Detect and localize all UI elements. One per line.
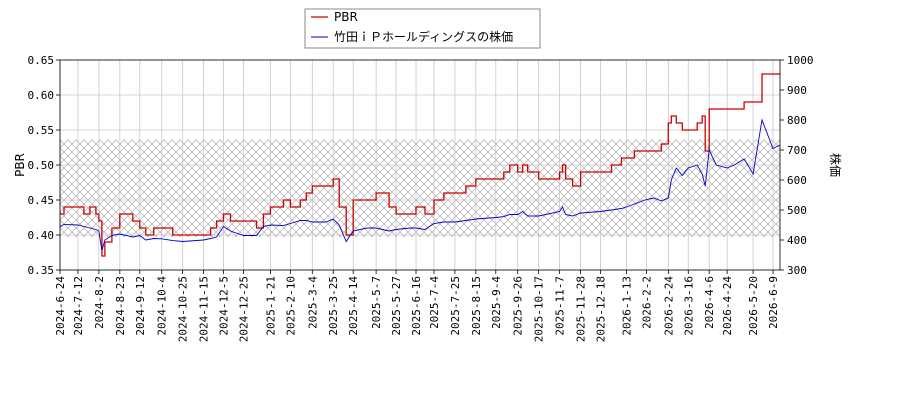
- y-axis-left-title: PBR: [13, 153, 27, 177]
- y-axis-left: 0.35 0.40 0.45 0.50 0.55 0.60 0.65: [28, 54, 60, 277]
- x-tick-label: 2025-6-16: [410, 276, 423, 336]
- x-tick-label: 2025-3-4: [306, 276, 319, 329]
- x-tick-label: 2026-3-16: [682, 276, 695, 336]
- legend-box: [304, 8, 541, 49]
- y-left-tick-label: 0.45: [28, 194, 55, 207]
- x-tick-label: 2025-2-10: [284, 276, 297, 336]
- legend: PBR 竹田ｉＰホールディングスの株価: [304, 8, 541, 49]
- x-tick-label: 2026-6-9: [767, 276, 780, 329]
- y-right-tick-label: 900: [787, 84, 807, 97]
- y-left-tick-label: 0.55: [28, 124, 55, 137]
- x-tick-label: 2024-6-24: [54, 276, 67, 336]
- x-axis: 2024-6-24 2024-7-12 2024-8-2 2024-8-23 2024-…: [54, 270, 780, 342]
- x-tick-label: 2025-7-4: [428, 276, 441, 329]
- x-tick-label: 2025-3-25: [327, 276, 340, 336]
- y-right-tick-label: 300: [787, 264, 807, 277]
- y-axis-right-title: 株価: [828, 153, 843, 177]
- y-right-tick-label: 800: [787, 114, 807, 127]
- y-right-tick-label: 1000: [787, 54, 814, 67]
- y-left-tick-label: 0.60: [28, 89, 55, 102]
- x-tick-label: 2025-5-27: [390, 276, 403, 336]
- x-tick-label: 2026-2-2: [640, 276, 653, 329]
- x-tick-label: 2025-4-14: [347, 276, 360, 336]
- x-tick-label: 2024-11-15: [198, 276, 211, 342]
- x-tick-label: 2024-9-12: [134, 276, 147, 336]
- pbr-series-line: [60, 73, 780, 257]
- x-tick-label: 2024-12-5: [218, 276, 231, 336]
- x-tick-label: 2024-12-25: [237, 276, 250, 342]
- y-right-tick-label: 700: [787, 144, 807, 157]
- x-tick-label: 2026-2-24: [662, 276, 675, 336]
- x-tick-label: 2025-12-18: [594, 276, 607, 342]
- x-tick-label: 2024-7-12: [72, 276, 85, 336]
- y-axis-right: 300 400 500 600 700 800 900 1000: [780, 54, 814, 277]
- x-tick-label: 2026-4-24: [721, 276, 734, 336]
- x-tick-label: 2026-5-20: [747, 276, 760, 336]
- x-tick-label: 2025-10-17: [533, 276, 546, 342]
- series-lines: [60, 73, 780, 257]
- y-right-tick-label: 400: [787, 234, 807, 247]
- y-left-tick-label: 0.35: [28, 264, 55, 277]
- x-tick-label: 2025-1-21: [264, 276, 277, 336]
- x-tick-label: 2024-8-23: [114, 276, 127, 336]
- x-tick-label: 2024-8-2: [93, 276, 106, 329]
- stock-price-series-line: [60, 118, 780, 251]
- x-tick-label: 2025-9-4: [490, 276, 503, 329]
- y-right-tick-label: 500: [787, 204, 807, 217]
- x-tick-label: 2024-10-25: [177, 276, 190, 342]
- legend-label-price: 竹田ｉＰホールディングスの株価: [334, 29, 513, 44]
- y-left-tick-label: 0.40: [28, 229, 55, 242]
- y-right-tick-label: 600: [787, 174, 807, 187]
- x-tick-label: 2026-4-6: [703, 276, 716, 329]
- x-tick-label: 2025-5-7: [370, 276, 383, 329]
- x-tick-label: 2025-11-7: [554, 276, 567, 336]
- x-tick-label: 2024-10-4: [156, 276, 169, 336]
- range-band: [60, 139, 780, 237]
- y-left-tick-label: 0.50: [28, 159, 55, 172]
- x-tick-label: 2025-8-15: [470, 276, 483, 336]
- x-tick-label: 2025-9-26: [512, 276, 525, 336]
- x-tick-label: 2025-11-28: [575, 276, 588, 342]
- y-left-tick-label: 0.65: [28, 54, 55, 67]
- x-tick-label: 2025-7-25: [449, 276, 462, 336]
- legend-label-pbr: PBR: [334, 10, 358, 24]
- x-tick-label: 2026-1-13: [620, 276, 633, 336]
